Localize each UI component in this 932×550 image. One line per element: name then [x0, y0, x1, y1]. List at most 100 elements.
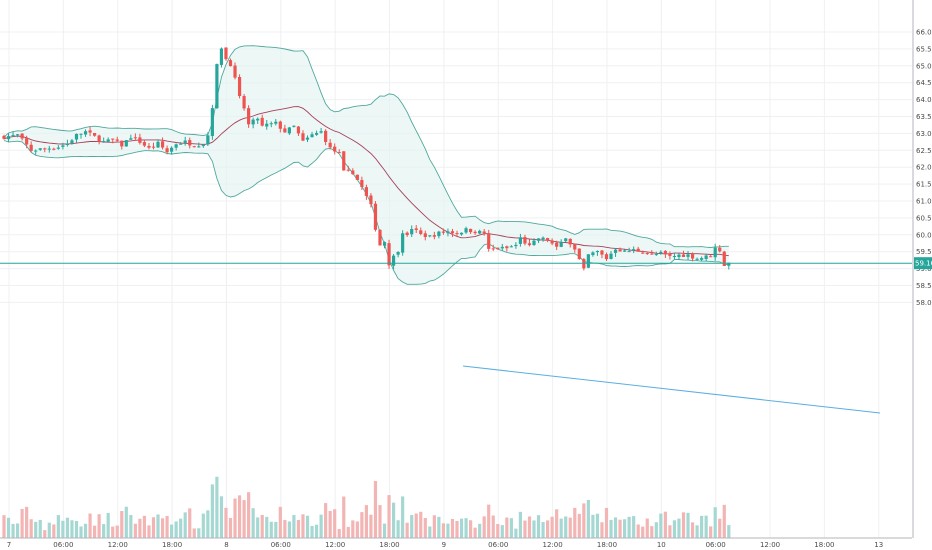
candle-body: [468, 228, 473, 233]
candle-body: [641, 252, 645, 254]
candle-body: [233, 65, 237, 78]
volume-bar: [56, 515, 60, 538]
volume-bar: [142, 515, 147, 538]
candle-body: [677, 254, 681, 258]
volume-bar: [192, 528, 196, 538]
volume-bar: [663, 511, 667, 538]
volume-bar: [129, 514, 133, 538]
volume-bar: [319, 514, 323, 538]
candle-body: [391, 255, 396, 266]
volume-bar: [97, 514, 101, 538]
volume-bar: [301, 514, 305, 538]
volume-bar: [482, 516, 486, 538]
volume-bar: [260, 514, 264, 538]
volume-bar: [645, 518, 649, 538]
candle-body: [478, 230, 482, 234]
volume-bar: [459, 518, 464, 538]
volume-bar: [487, 504, 491, 538]
volume-bar: [405, 522, 409, 538]
volume-bar: [523, 520, 527, 538]
candle-layer: [2, 47, 731, 271]
candle-body: [428, 235, 432, 237]
volume-bar: [70, 520, 74, 538]
volume-bar: [124, 506, 128, 538]
last-price-label: 59.16: [915, 260, 932, 268]
volume-bar: [414, 513, 418, 538]
time-tick-label: 12:00: [543, 541, 563, 549]
volume-bar: [206, 510, 210, 538]
volume-bar: [373, 481, 378, 538]
candle-body: [582, 259, 586, 269]
price-tick-label: 66.00: [916, 29, 932, 37]
candle-body: [491, 248, 495, 250]
candle-body: [709, 256, 713, 258]
volume-bar: [242, 500, 246, 538]
volume-bar: [278, 506, 282, 538]
time-tick-label: 7: [7, 541, 11, 549]
candle-body: [219, 48, 224, 65]
candle-body: [20, 133, 24, 139]
volume-bar: [88, 513, 92, 538]
volume-bar: [450, 518, 455, 538]
volume-bar: [591, 514, 595, 538]
volume-bar: [183, 512, 187, 538]
candle-body: [722, 251, 726, 266]
candle-body: [215, 64, 219, 109]
price-axis[interactable]: 58.0058.5059.0059.5060.0060.5061.0061.50…: [912, 0, 932, 538]
candle-body: [600, 250, 604, 255]
candle-body: [595, 250, 600, 253]
candle-body: [645, 253, 649, 255]
candle-body: [686, 254, 690, 257]
candle-body: [206, 135, 210, 145]
volume-bar: [396, 520, 400, 538]
volume-bar: [532, 520, 536, 538]
candle-body: [577, 248, 581, 260]
volume-bar: [595, 513, 600, 538]
volume-bar: [555, 509, 559, 538]
candle-body: [387, 243, 391, 266]
volume-bar: [505, 517, 509, 538]
candle-body: [663, 250, 667, 255]
candle-body: [142, 142, 147, 146]
time-tick-label: 12:00: [108, 541, 128, 549]
candle-body: [324, 130, 328, 142]
candle-body: [464, 228, 468, 233]
candle-body: [269, 123, 273, 125]
volume-bar: [609, 519, 613, 538]
candle-body: [419, 230, 423, 235]
candle-body: [120, 140, 124, 147]
volume-bar: [618, 519, 622, 538]
volume-bar: [496, 523, 500, 538]
price-tick-label: 60.00: [916, 231, 932, 239]
volume-bar: [360, 512, 364, 538]
price-tick-label: 63.00: [916, 130, 932, 138]
volume-bar: [713, 507, 717, 538]
volume-bar: [6, 517, 11, 538]
volume-bar: [491, 515, 495, 538]
candle-body: [704, 255, 708, 259]
candle-body: [25, 138, 29, 145]
candle-body: [623, 250, 627, 252]
volume-bar: [518, 511, 523, 538]
volume-bar: [151, 517, 156, 538]
candle-body: [727, 262, 731, 266]
volume-bar: [233, 498, 237, 538]
volume-bar: [274, 521, 278, 538]
volume-bar: [727, 525, 731, 538]
candle-body: [459, 232, 464, 235]
volume-bar: [52, 524, 56, 538]
candle-body: [360, 180, 364, 187]
time-tick-label: 12:00: [760, 541, 780, 549]
volume-bar: [346, 526, 350, 538]
candle-body: [133, 137, 137, 139]
volume-bar: [514, 528, 518, 538]
time-axis[interactable]: 7 06:00 12:00 18:00 8 06:00 12:00 18:00 9 06:00 12…: [0, 537, 912, 549]
volume-bar: [627, 516, 631, 538]
time-tick-label: 06:00: [53, 541, 73, 549]
candle-body: [455, 233, 459, 235]
candle-body: [410, 229, 414, 235]
time-tick-label: 06:00: [488, 541, 508, 549]
volume-bar: [672, 520, 677, 538]
candle-body: [369, 195, 373, 205]
